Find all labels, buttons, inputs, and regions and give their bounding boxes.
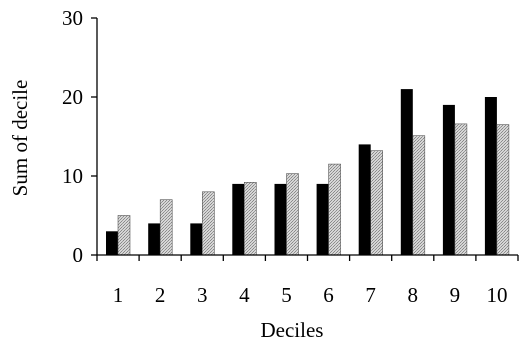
- x-tick-label-2: 2: [155, 283, 166, 307]
- bar-series1-9: [442, 104, 455, 256]
- bar-series2-9: [454, 123, 468, 256]
- plot-area: 0 10 20 30 1 2 3 4 5 6 7 8 9 10: [62, 6, 519, 307]
- y-tick-label-10: 10: [62, 164, 83, 188]
- bar-series1-4: [232, 183, 245, 255]
- x-tick-label-3: 3: [197, 283, 208, 307]
- bar-series2-4: [244, 182, 257, 256]
- y-tick-label-20: 20: [62, 85, 83, 109]
- bar-series1-8: [400, 89, 413, 255]
- x-tick-label-4: 4: [239, 283, 250, 307]
- bar-series1-6: [316, 183, 329, 255]
- bar-series1-10: [484, 97, 497, 255]
- x-tick-label-7: 7: [365, 283, 376, 307]
- bar-series1-7: [358, 144, 371, 255]
- bar-series2-6: [328, 163, 341, 256]
- bar-series1-2: [148, 223, 161, 255]
- bar-series1-5: [274, 183, 287, 255]
- x-axis-title: Deciles: [261, 318, 324, 342]
- bar-series2-10: [496, 124, 510, 256]
- bar-series1-3: [190, 223, 203, 255]
- y-axis-title: Sum of decile: [8, 80, 32, 197]
- bar-series2-2: [159, 199, 173, 256]
- y-tick-label-0: 0: [73, 243, 84, 267]
- bar-series2-8: [412, 135, 426, 256]
- x-tick-label-10: 10: [486, 283, 507, 307]
- bar-series1-1: [106, 231, 118, 255]
- x-tick-label-9: 9: [450, 283, 461, 307]
- x-tick-label-8: 8: [408, 283, 419, 307]
- x-tick-label-5: 5: [281, 283, 292, 307]
- y-tick-label-30: 30: [62, 6, 83, 30]
- x-tick-label-1: 1: [113, 283, 124, 307]
- bar-series2-7: [370, 150, 384, 256]
- x-tick-label-6: 6: [323, 283, 334, 307]
- bar-series2-5: [286, 173, 299, 256]
- bar-series2-1: [117, 215, 131, 256]
- bar-series2-3: [202, 191, 215, 256]
